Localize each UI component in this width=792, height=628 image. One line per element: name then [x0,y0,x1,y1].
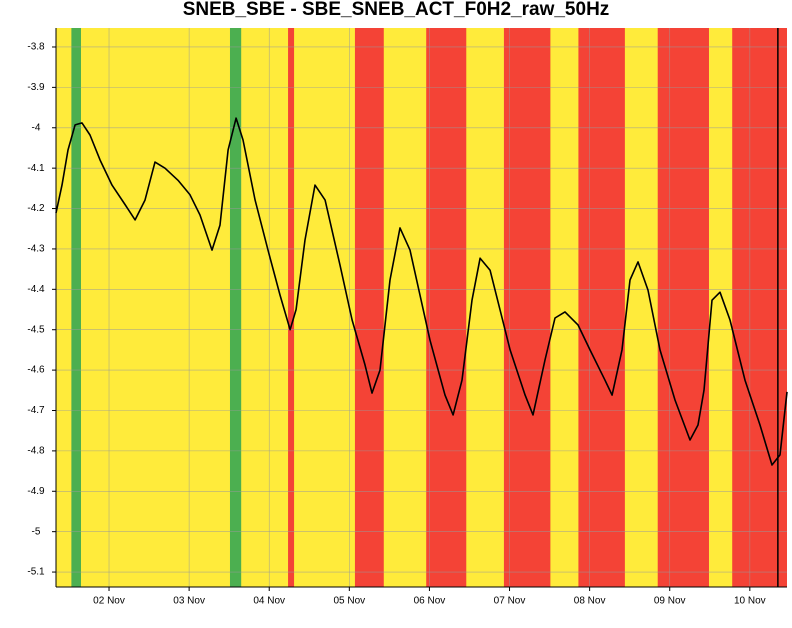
y-tick-label: -3.8 [27,42,45,53]
x-tick-label: 02 Nov [93,596,125,607]
y-tick-label: -4.8 [27,446,45,457]
data-line [55,117,788,466]
y-tick-label: -4.5 [27,324,45,335]
chart-title: SNEB_SBE - SBE_SNEB_ACT_F0H2_raw_50Hz [183,0,610,20]
y-tick-label: -4.3 [27,244,45,255]
x-tick-label: 08 Nov [574,596,606,607]
x-tick-label: 06 Nov [414,596,446,607]
y-tick-label: -4.4 [27,284,45,295]
y-tick-label: -4.7 [27,405,45,416]
band [288,28,295,587]
band [426,28,467,587]
x-tick-label: 04 Nov [253,596,285,607]
y-tick-label: -5 [32,526,41,537]
y-tick-label: -4.9 [27,486,45,497]
band [732,28,787,587]
band [71,28,81,587]
y-tick-label: -4 [32,122,41,133]
x-tick-label: 07 Nov [494,596,526,607]
y-tick-label: -4.6 [27,365,45,376]
x-tick-label: 09 Nov [654,596,686,607]
x-tick-label: 10 Nov [734,596,766,607]
x-tick-label: 05 Nov [333,596,365,607]
y-tick-label: -4.2 [27,203,45,214]
x-tick-label: 03 Nov [173,596,205,607]
band [354,28,384,587]
band [229,28,242,587]
y-tick-label: -3.9 [27,82,45,93]
band [657,28,709,587]
band [503,28,551,587]
y-tick-label: -5.1 [27,567,45,578]
band [578,28,625,587]
y-tick-label: -4.1 [27,163,45,174]
